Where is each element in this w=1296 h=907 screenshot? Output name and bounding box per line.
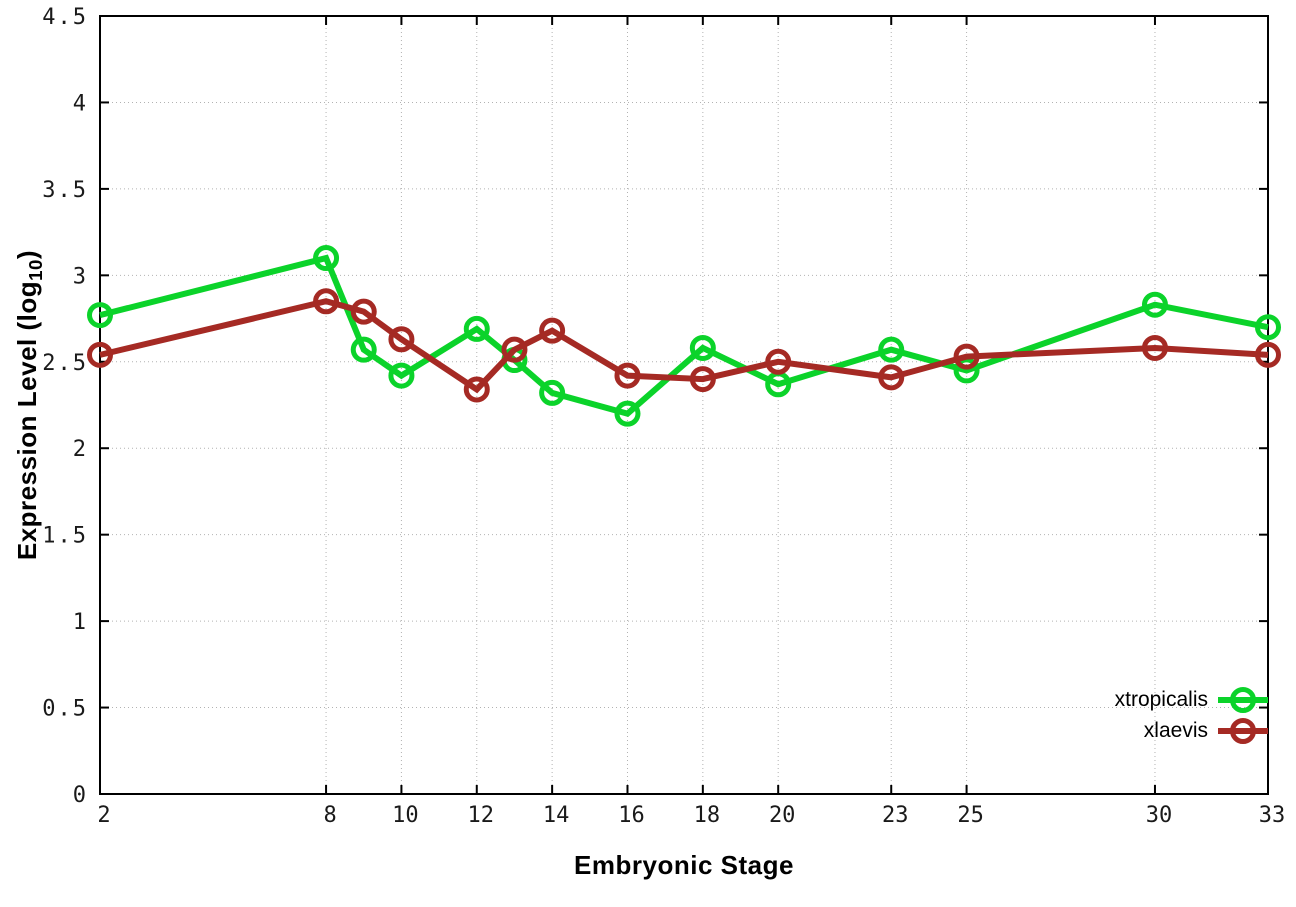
border-rect: [99, 15, 1269, 795]
data-point-marker: [689, 334, 716, 361]
data-point-marker: [539, 317, 566, 344]
legend-item-xlaevis: xlaevis: [980, 715, 1270, 746]
y-tick-label: 4.5: [42, 5, 88, 30]
data-point-marker: [689, 366, 716, 393]
legend-marker-xlaevis: [1218, 717, 1268, 744]
y-axis-title-close: ): [12, 249, 42, 260]
data-point-marker: [87, 341, 113, 368]
x-tick-label: 16: [618, 803, 645, 828]
x-tick-label: 8: [323, 803, 336, 828]
data-point-marker: [1141, 291, 1168, 318]
x-tick-label: 12: [468, 803, 495, 828]
data-point-marker: [463, 376, 490, 403]
legend-marker-xtropicalis: [1218, 686, 1268, 713]
data-point-marker: [539, 379, 566, 406]
y-axis-title-subscript: 10: [25, 259, 47, 281]
x-tick-label: 20: [769, 803, 796, 828]
x-tick-label: 25: [957, 803, 984, 828]
data-point-marker: [953, 357, 980, 384]
data-point-marker: [501, 336, 528, 363]
series-line-xtropicalis: [99, 254, 1269, 417]
data-point-marker: [1141, 334, 1168, 361]
axis-ticks: [99, 15, 1269, 795]
data-point-marker: [878, 364, 905, 391]
data-series: [87, 245, 1281, 427]
x-tick-label: 23: [882, 803, 909, 828]
data-point-marker: [350, 298, 377, 325]
y-tick-label: 1.5: [42, 524, 88, 549]
y-tick-label: 4: [73, 91, 88, 116]
gridlines: [99, 15, 1269, 795]
series-xtropicalis: [87, 245, 1281, 427]
y-axis-title-text: Expression Level (log: [12, 280, 42, 561]
data-point-marker: [878, 336, 905, 363]
data-point-marker: [388, 362, 415, 389]
data-point-marker: [614, 400, 641, 427]
legend-label-xlaevis: xlaevis: [1143, 718, 1208, 742]
x-tick-label: 14: [543, 803, 570, 828]
legend: xtropicalis xlaevis: [980, 684, 1270, 746]
data-point-marker: [87, 302, 113, 329]
y-tick-label: 1: [73, 610, 88, 635]
data-point-marker: [313, 288, 340, 315]
tick-labels: 2 8 10 12 14 16 18 20 23 25 30 33 0 0.5 1 1.5 2 2.5 3 3.5 4 4…: [42, 5, 1285, 828]
x-tick-label: 2: [97, 803, 110, 828]
y-tick-label: 3: [73, 264, 88, 289]
data-point-marker: [350, 336, 377, 363]
y-tick-label: 0: [73, 783, 88, 808]
x-tick-label: 18: [694, 803, 721, 828]
data-point-marker: [388, 326, 415, 353]
data-point-marker: [313, 245, 340, 272]
x-axis-title: Embryonic Stage: [574, 850, 794, 880]
data-point-marker: [953, 343, 980, 370]
y-tick-label: 2.5: [42, 351, 88, 376]
x-tick-label: 30: [1146, 803, 1173, 828]
data-point-marker: [1255, 341, 1281, 368]
y-axis-title: Expression Level (log10): [7, 175, 47, 635]
data-point-marker: [463, 315, 490, 342]
y-tick-label: 3.5: [42, 178, 88, 203]
y-tick-label: 2: [73, 437, 88, 462]
data-point-marker: [765, 348, 792, 375]
series-line-xlaevis: [99, 298, 1269, 394]
x-tick-label: 33: [1259, 803, 1286, 828]
data-point-marker: [614, 362, 641, 389]
plot-border: [99, 15, 1269, 795]
x-tick-label: 10: [392, 803, 419, 828]
legend-label-xtropicalis: xtropicalis: [1114, 687, 1208, 711]
data-point-marker: [1255, 314, 1281, 341]
y-tick-label: 0.5: [42, 697, 88, 722]
legend-item-xtropicalis: xtropicalis: [980, 684, 1270, 715]
series-xlaevis: [87, 288, 1281, 403]
